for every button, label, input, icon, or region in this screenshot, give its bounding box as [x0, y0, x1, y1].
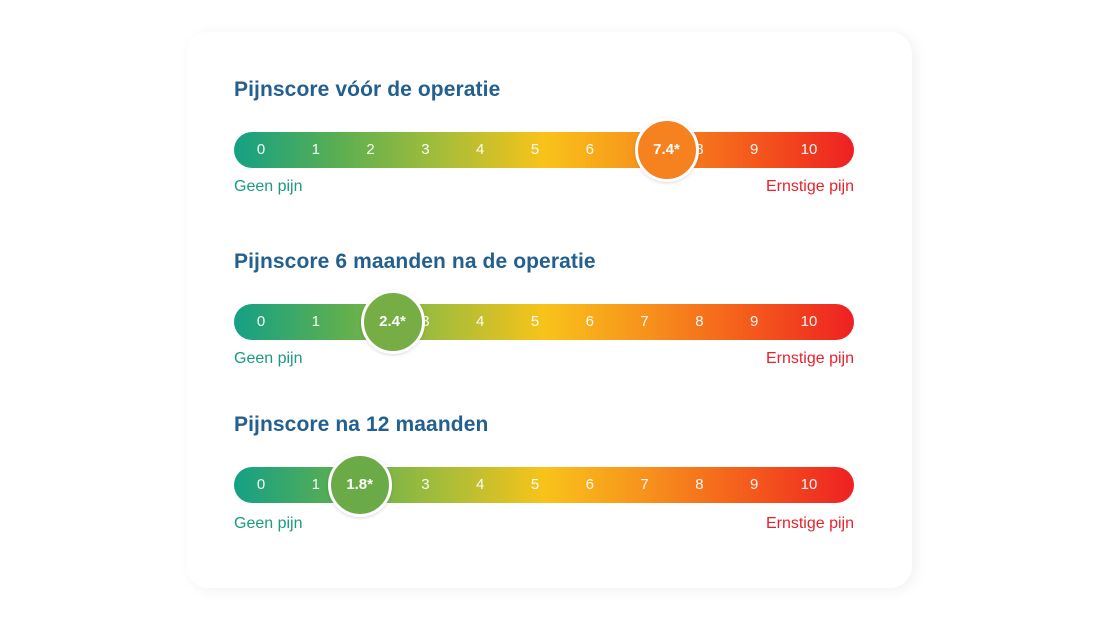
scale-tick-10: 10 [800, 476, 818, 493]
scale-tick-8: 8 [695, 313, 704, 330]
score-marker: 1.8* [327, 453, 392, 517]
max-label: Ernstige pijn [765, 178, 854, 195]
scale-tick-1: 1 [311, 313, 320, 330]
scale-tick-1: 1 [311, 476, 320, 493]
scale-tick-8: 8 [695, 476, 704, 493]
scale-tick-9: 9 [750, 476, 759, 493]
scale-tick-5: 5 [530, 313, 540, 330]
scale-tick-2: 2 [366, 141, 375, 158]
max-label: Ernstige pijn [765, 515, 854, 532]
gauge-title: Pijnscore na 12 maanden [234, 413, 489, 436]
gauge-title: Pijnscore vóór de operatie [234, 78, 501, 101]
gauge-title: Pijnscore 6 maanden na de operatie [234, 250, 596, 273]
scale-tick-4: 4 [476, 476, 485, 493]
scale-tick-8: 8 [695, 141, 704, 158]
max-label: Ernstige pijn [765, 350, 854, 367]
score-marker: 2.4* [360, 290, 425, 354]
scale-tick-5: 5 [530, 476, 540, 493]
min-label: Geen pijn [234, 178, 303, 195]
scale-tick-6: 6 [585, 141, 594, 158]
scale-tick-9: 9 [750, 313, 759, 330]
scale-tick-6: 6 [585, 313, 594, 330]
scale-tick-0: 0 [256, 476, 266, 493]
scale-tick-4: 4 [476, 313, 485, 330]
scale-tick-7: 7 [640, 313, 649, 330]
scale-tick-1: 1 [311, 141, 320, 158]
scale-tick-3: 3 [421, 476, 430, 493]
scale-tick-4: 4 [476, 141, 485, 158]
scale-tick-3: 3 [421, 313, 430, 330]
min-label: Geen pijn [234, 350, 303, 367]
scale-tick-3: 3 [421, 141, 430, 158]
score-marker: 7.4* [634, 118, 699, 182]
scale-tick-10: 10 [800, 141, 818, 158]
pain-scale-bar: 0123456789107.4* [234, 118, 854, 182]
pain-scale-bar: 0123456789102.4* [234, 290, 854, 354]
min-label: Geen pijn [234, 515, 303, 532]
scale-tick-6: 6 [585, 476, 594, 493]
scale-tick-9: 9 [750, 141, 759, 158]
scale-tick-0: 0 [256, 313, 266, 330]
scale-tick-5: 5 [530, 141, 540, 158]
scale-tick-10: 10 [800, 313, 818, 330]
pain-scale-bar: 0123456789101.8* [234, 453, 854, 517]
scale-tick-7: 7 [640, 476, 649, 493]
scale-tick-0: 0 [256, 141, 266, 158]
